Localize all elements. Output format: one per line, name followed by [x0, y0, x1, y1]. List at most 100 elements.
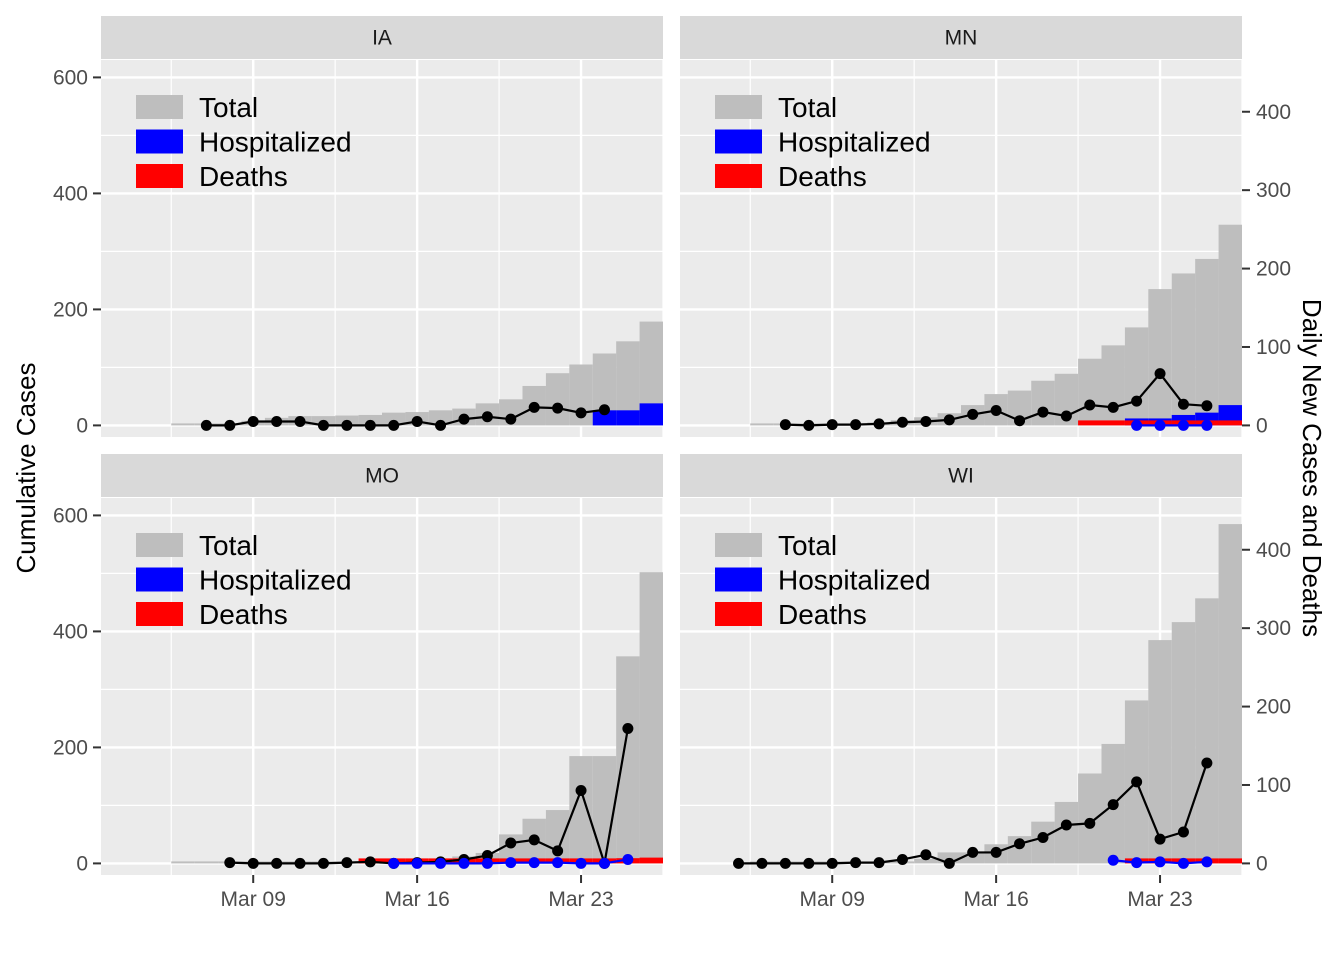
panels: IATotalHospitalizedDeaths0200400600MNTot…: [53, 16, 1291, 911]
bar-deaths: [1218, 858, 1242, 864]
point-new-deaths: [1131, 419, 1143, 431]
point-new-cases: [920, 415, 932, 427]
y-left-tick-label: 200: [53, 736, 88, 759]
point-new-deaths: [1201, 419, 1213, 431]
legend-label: Deaths: [199, 161, 288, 192]
y-left-tick-label: 600: [53, 66, 88, 89]
point-new-cases: [598, 404, 610, 416]
point-new-deaths: [1177, 857, 1189, 869]
bar-total: [1171, 622, 1196, 864]
legend-label: Hospitalized: [778, 565, 931, 596]
bar-deaths: [1078, 420, 1102, 426]
facet-label: MN: [945, 27, 978, 50]
bar-total: [937, 852, 961, 864]
bar-hospitalized: [592, 410, 617, 426]
bar-deaths: [1101, 420, 1125, 426]
bar-hospitalized: [1218, 405, 1242, 426]
point-new-cases: [967, 408, 979, 420]
point-new-cases: [224, 857, 236, 869]
legend-key: [715, 567, 762, 592]
bar-total: [545, 373, 570, 426]
point-new-cases: [990, 404, 1002, 416]
point-new-cases: [224, 419, 236, 431]
legend-label: Total: [778, 92, 837, 123]
y-left-tick-label: 0: [76, 852, 88, 875]
point-new-deaths: [622, 853, 634, 865]
point-new-deaths: [458, 857, 470, 869]
point-new-cases: [1201, 757, 1213, 769]
point-new-cases: [1014, 838, 1026, 850]
bar-total: [639, 321, 663, 426]
bar-total: [1195, 598, 1219, 864]
point-new-cases: [779, 419, 791, 431]
legend-key: [715, 129, 762, 154]
x-tick-label: Mar 16: [963, 888, 1028, 911]
point-new-deaths: [1131, 857, 1143, 869]
legend-key: [136, 533, 183, 557]
legend-key: [136, 567, 183, 592]
point-new-cases: [896, 416, 908, 428]
point-new-cases: [803, 857, 815, 869]
y-right-tick-label: 200: [1256, 258, 1291, 281]
bar-total: [1195, 258, 1219, 426]
bar-deaths: [1218, 420, 1242, 426]
bar-hospitalized: [616, 410, 640, 426]
point-new-deaths: [1154, 419, 1166, 431]
y-left-tick-label: 400: [53, 182, 88, 205]
point-new-cases: [411, 415, 423, 427]
point-new-cases: [505, 837, 517, 849]
bar-total: [639, 572, 663, 864]
legend-key: [136, 602, 183, 626]
bar-total: [1101, 345, 1125, 426]
y-left-tick-label: 600: [53, 504, 88, 527]
point-new-cases: [1131, 395, 1143, 407]
point-new-deaths: [575, 857, 587, 869]
x-tick-label: Mar 09: [800, 888, 865, 911]
point-new-cases: [317, 857, 329, 869]
point-new-deaths: [1177, 419, 1189, 431]
bar-total: [545, 810, 570, 864]
y-right-tick-label: 200: [1256, 696, 1291, 719]
legend-key: [715, 164, 762, 188]
bar-total: [194, 861, 219, 864]
point-new-cases: [1177, 398, 1189, 410]
bar-total: [569, 756, 593, 864]
facet-strip: [680, 454, 1242, 497]
facet-strip: [680, 16, 1242, 59]
point-new-cases: [317, 419, 329, 431]
legend-key: [136, 164, 183, 188]
point-new-cases: [388, 419, 400, 431]
legend-key: [715, 533, 762, 557]
point-new-cases: [575, 407, 587, 419]
point-new-cases: [528, 834, 540, 846]
legend-label: Hospitalized: [199, 127, 352, 158]
legend-key: [715, 95, 762, 119]
point-new-cases: [756, 857, 768, 869]
legend-label: Total: [778, 530, 837, 561]
point-new-cases: [1037, 832, 1049, 844]
y-left-tick-label: 0: [76, 414, 88, 437]
point-new-cases: [990, 846, 1002, 858]
point-new-cases: [1201, 400, 1213, 412]
y-left-tick-label: 200: [53, 298, 88, 321]
bar-deaths: [639, 857, 663, 864]
point-new-cases: [1060, 819, 1072, 831]
point-new-cases: [364, 419, 376, 431]
point-new-cases: [779, 857, 791, 869]
point-new-cases: [575, 784, 587, 796]
point-new-cases: [294, 415, 306, 427]
point-new-cases: [294, 857, 306, 869]
legend-key: [715, 602, 762, 626]
y-right-tick-label: 0: [1256, 414, 1268, 437]
point-new-cases: [896, 853, 908, 865]
y-left-tick-label: 400: [53, 620, 88, 643]
legend-label: Total: [199, 530, 258, 561]
point-new-deaths: [1107, 854, 1119, 866]
point-new-cases: [1131, 776, 1143, 788]
point-new-deaths: [598, 857, 610, 869]
bar-total: [750, 423, 774, 426]
legend-label: Hospitalized: [199, 565, 352, 596]
